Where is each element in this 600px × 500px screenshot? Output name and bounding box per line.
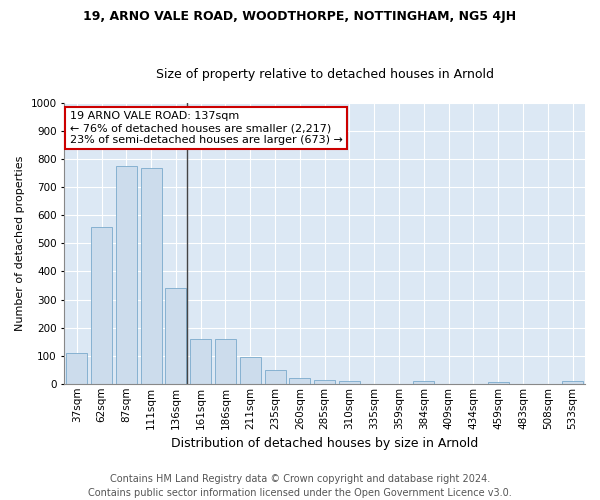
Bar bbox=[413, 381, 434, 384]
Bar bbox=[215, 339, 236, 384]
Text: Contains HM Land Registry data © Crown copyright and database right 2024.
Contai: Contains HM Land Registry data © Crown c… bbox=[88, 474, 512, 498]
Bar bbox=[265, 370, 286, 384]
Bar bbox=[190, 339, 211, 384]
Bar bbox=[91, 226, 112, 384]
Text: 19 ARNO VALE ROAD: 137sqm
← 76% of detached houses are smaller (2,217)
23% of se: 19 ARNO VALE ROAD: 137sqm ← 76% of detac… bbox=[70, 112, 343, 144]
Bar bbox=[339, 381, 360, 384]
Bar bbox=[166, 288, 187, 384]
Title: Size of property relative to detached houses in Arnold: Size of property relative to detached ho… bbox=[155, 68, 494, 81]
Bar bbox=[116, 166, 137, 384]
Bar bbox=[240, 357, 261, 384]
Bar bbox=[562, 381, 583, 384]
Bar bbox=[140, 168, 161, 384]
Y-axis label: Number of detached properties: Number of detached properties bbox=[15, 156, 25, 331]
Bar bbox=[488, 382, 509, 384]
Text: 19, ARNO VALE ROAD, WOODTHORPE, NOTTINGHAM, NG5 4JH: 19, ARNO VALE ROAD, WOODTHORPE, NOTTINGH… bbox=[83, 10, 517, 23]
Bar bbox=[314, 380, 335, 384]
Bar bbox=[66, 353, 87, 384]
X-axis label: Distribution of detached houses by size in Arnold: Distribution of detached houses by size … bbox=[171, 437, 478, 450]
Bar bbox=[289, 378, 310, 384]
